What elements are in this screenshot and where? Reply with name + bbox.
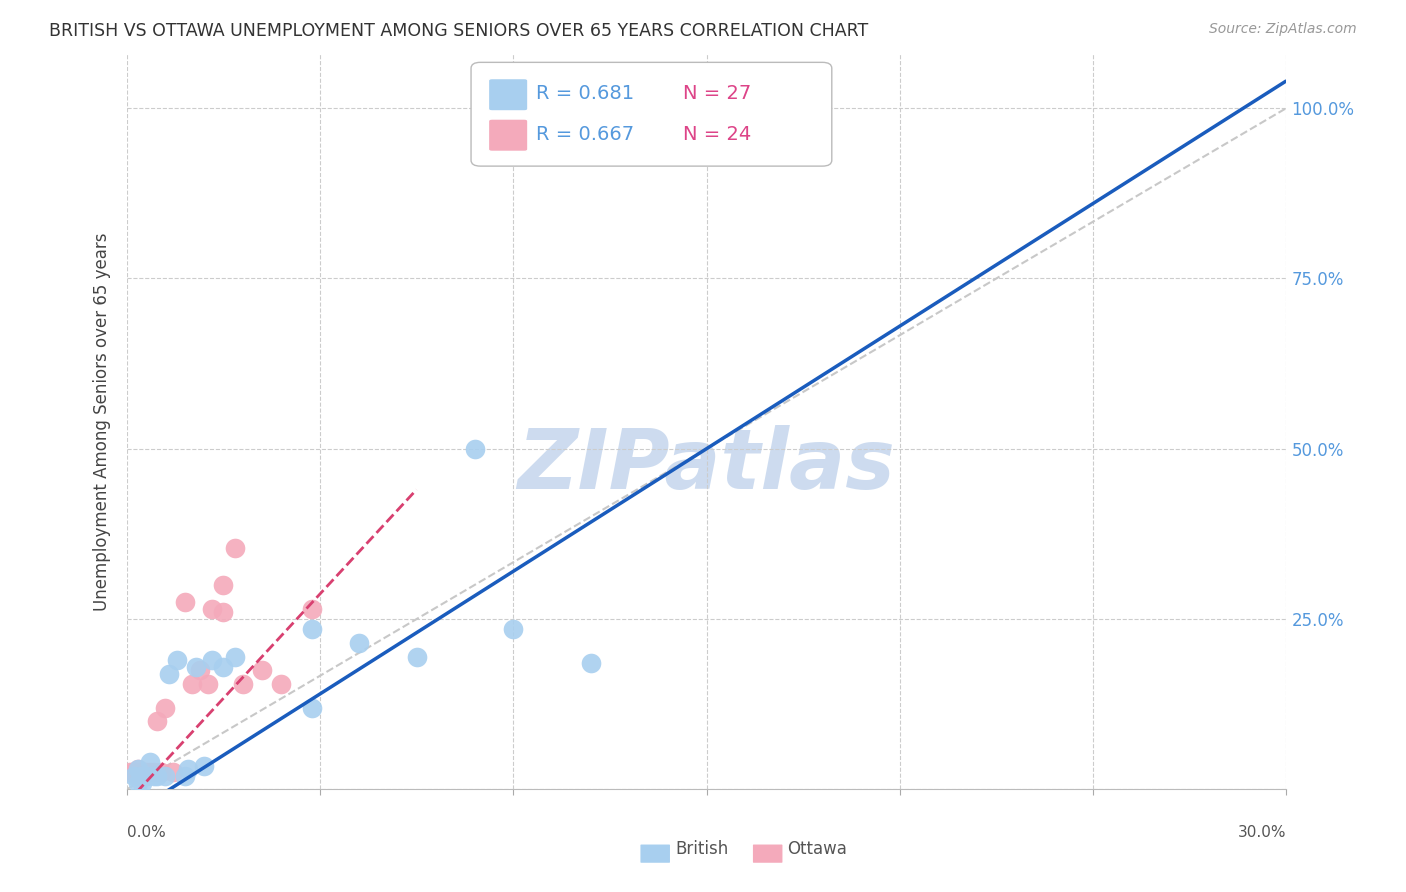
Point (131, 769, 153, 783)
Point (138, 755, 160, 769)
Point (224, 649, 246, 664)
Point (695, 135, 717, 149)
Point (146, 714, 169, 729)
Point (124, 765, 146, 780)
Text: 0.0%: 0.0% (127, 825, 166, 839)
Point (173, 769, 195, 783)
Point (250, 663, 273, 677)
Text: British: British (675, 840, 728, 858)
Point (200, 602, 222, 616)
Text: R = 0.667: R = 0.667 (536, 125, 634, 144)
Point (270, 677, 292, 691)
FancyBboxPatch shape (488, 78, 527, 111)
Point (135, 769, 157, 783)
Point (124, 769, 146, 783)
Point (579, 657, 602, 671)
Point (212, 605, 235, 619)
Point (184, 660, 208, 674)
Text: Source: ZipAtlas.com: Source: ZipAtlas.com (1209, 22, 1357, 37)
Point (138, 765, 160, 780)
Point (193, 758, 215, 772)
Point (131, 775, 153, 789)
Text: BRITISH VS OTTAWA UNEMPLOYMENT AMONG SENIORS OVER 65 YEARS CORRELATION CHART: BRITISH VS OTTAWA UNEMPLOYMENT AMONG SEN… (49, 22, 869, 40)
Point (200, 653, 222, 667)
Point (150, 765, 173, 780)
Text: Ottawa: Ottawa (787, 840, 848, 858)
Point (142, 765, 165, 780)
Text: ZIPatlas: ZIPatlas (517, 425, 896, 506)
FancyBboxPatch shape (488, 119, 527, 152)
Point (177, 762, 200, 776)
Point (231, 677, 253, 691)
Point (142, 769, 165, 783)
Point (212, 660, 235, 674)
Point (464, 442, 486, 456)
Point (127, 762, 149, 776)
Point (347, 636, 370, 650)
Y-axis label: Unemployment Among Seniors over 65 years: Unemployment Among Seniors over 65 years (93, 232, 111, 611)
Point (166, 653, 188, 667)
Point (405, 649, 427, 664)
Point (157, 666, 180, 681)
FancyBboxPatch shape (752, 844, 783, 863)
Point (162, 765, 184, 780)
Text: 30.0%: 30.0% (1239, 825, 1286, 839)
Point (502, 622, 524, 636)
Point (153, 769, 177, 783)
FancyBboxPatch shape (471, 62, 832, 166)
Point (301, 622, 323, 636)
Point (173, 595, 195, 609)
Point (120, 765, 142, 780)
Point (127, 769, 149, 783)
Point (224, 541, 246, 555)
Point (146, 769, 169, 783)
Point (135, 765, 157, 780)
Point (301, 700, 323, 714)
Point (127, 775, 149, 789)
Point (153, 700, 177, 714)
Point (127, 762, 149, 776)
Point (212, 578, 235, 592)
Point (197, 677, 219, 691)
Text: N = 27: N = 27 (683, 85, 752, 103)
Text: R = 0.681: R = 0.681 (536, 85, 634, 103)
FancyBboxPatch shape (640, 844, 671, 863)
Point (301, 602, 323, 616)
Text: N = 24: N = 24 (683, 125, 752, 144)
Point (131, 765, 153, 780)
Point (188, 663, 211, 677)
Point (181, 677, 204, 691)
